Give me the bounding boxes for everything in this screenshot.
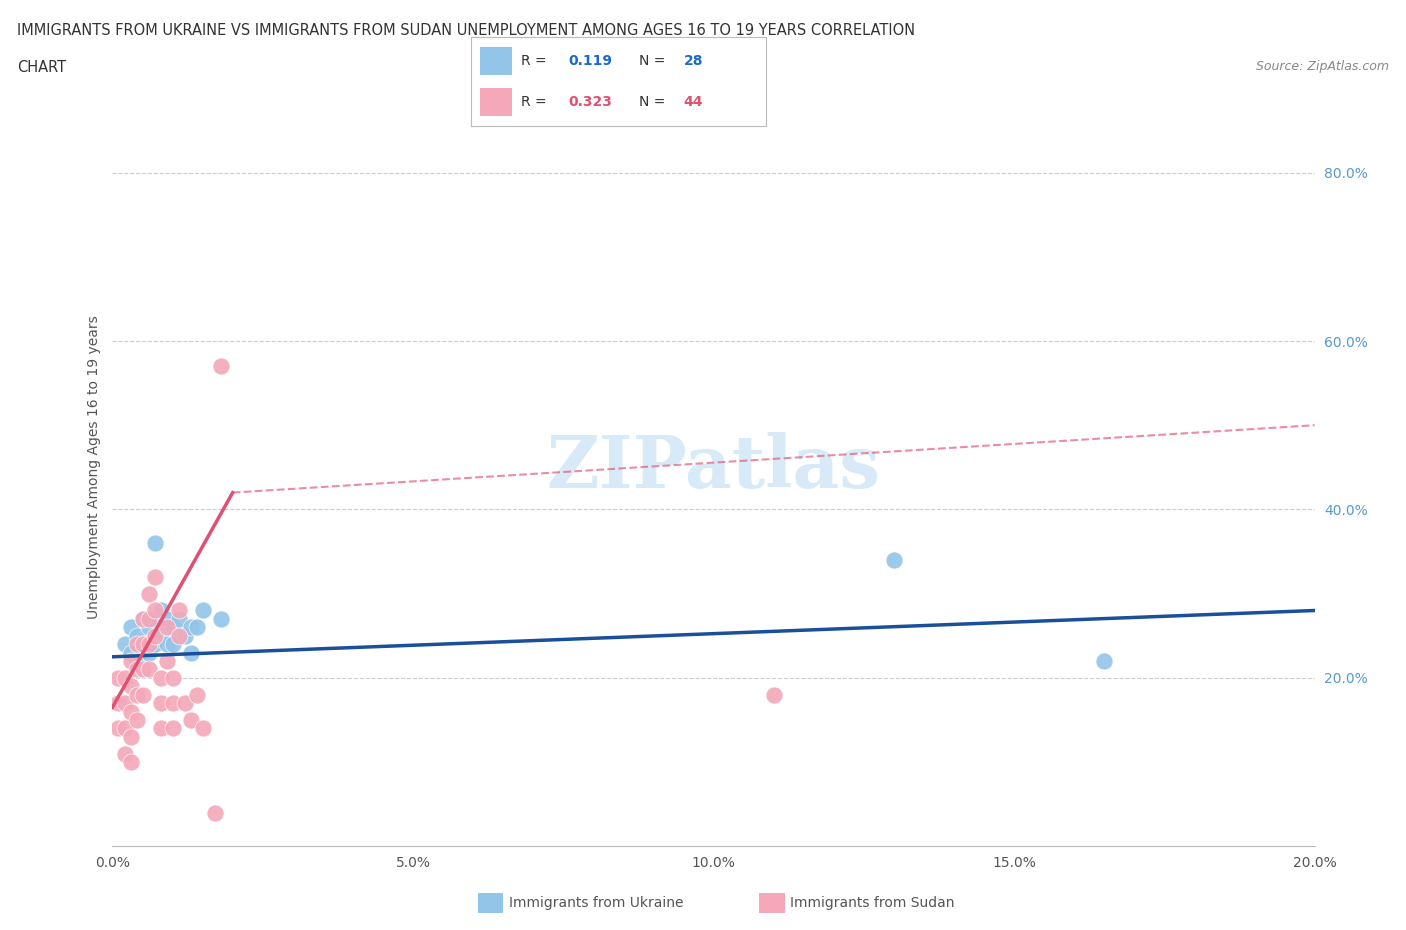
Text: 0.323: 0.323 — [568, 95, 613, 109]
Point — [162, 721, 184, 736]
Point — [186, 687, 208, 702]
Point — [120, 729, 142, 744]
Point — [131, 612, 153, 627]
Point — [114, 721, 136, 736]
Point — [125, 662, 148, 677]
Point — [180, 645, 202, 660]
Text: 28: 28 — [683, 54, 703, 68]
Point — [209, 359, 232, 374]
Point — [167, 612, 190, 627]
Point — [114, 671, 136, 685]
Text: Source: ZipAtlas.com: Source: ZipAtlas.com — [1256, 60, 1389, 73]
Point — [138, 586, 160, 601]
Point — [155, 654, 177, 669]
Point — [125, 687, 148, 702]
Bar — [479, 87, 512, 116]
Point — [162, 620, 184, 635]
Point — [204, 805, 226, 820]
Point — [120, 645, 142, 660]
Point — [131, 637, 153, 652]
Point — [143, 612, 166, 627]
Point — [131, 637, 153, 652]
Point — [162, 637, 184, 652]
Text: Immigrants from Ukraine: Immigrants from Ukraine — [509, 896, 683, 910]
Point — [155, 637, 177, 652]
Point — [120, 679, 142, 694]
Point — [186, 620, 208, 635]
Text: N =: N = — [640, 54, 671, 68]
Point — [155, 620, 177, 635]
Point — [131, 612, 153, 627]
Point — [173, 629, 195, 644]
Point — [114, 696, 136, 711]
Point — [1092, 654, 1115, 669]
Point — [155, 612, 177, 627]
Point — [162, 696, 184, 711]
Point — [167, 603, 190, 618]
Point — [149, 721, 172, 736]
Point — [131, 662, 153, 677]
Bar — [479, 46, 512, 75]
Text: 44: 44 — [683, 95, 703, 109]
Point — [107, 721, 129, 736]
Text: ZIPatlas: ZIPatlas — [547, 432, 880, 503]
Point — [107, 671, 129, 685]
Point — [143, 637, 166, 652]
Point — [114, 746, 136, 761]
Point — [143, 536, 166, 551]
Point — [173, 696, 195, 711]
Point — [125, 654, 148, 669]
Point — [131, 687, 153, 702]
Text: IMMIGRANTS FROM UKRAINE VS IMMIGRANTS FROM SUDAN UNEMPLOYMENT AMONG AGES 16 TO 1: IMMIGRANTS FROM UKRAINE VS IMMIGRANTS FR… — [17, 23, 915, 38]
Point — [120, 754, 142, 769]
Point — [209, 612, 232, 627]
Point — [180, 620, 202, 635]
Point — [125, 637, 148, 652]
Point — [120, 704, 142, 719]
Point — [138, 662, 160, 677]
Point — [143, 629, 166, 644]
Point — [149, 671, 172, 685]
Point — [138, 612, 160, 627]
Point — [762, 687, 785, 702]
Point — [180, 712, 202, 727]
Text: R =: R = — [522, 95, 551, 109]
Text: 0.119: 0.119 — [568, 54, 613, 68]
Point — [120, 620, 142, 635]
Point — [167, 629, 190, 644]
Point — [162, 671, 184, 685]
Point — [125, 629, 148, 644]
Point — [138, 645, 160, 660]
Point — [149, 603, 172, 618]
Point — [114, 637, 136, 652]
Point — [149, 629, 172, 644]
Text: R =: R = — [522, 54, 551, 68]
Point — [131, 662, 153, 677]
Point — [138, 620, 160, 635]
Point — [149, 696, 172, 711]
Text: CHART: CHART — [17, 60, 66, 75]
Point — [107, 696, 129, 711]
Text: N =: N = — [640, 95, 671, 109]
Point — [191, 721, 214, 736]
Point — [143, 569, 166, 584]
Point — [883, 552, 905, 567]
Point — [191, 603, 214, 618]
Text: Immigrants from Sudan: Immigrants from Sudan — [790, 896, 955, 910]
Point — [125, 712, 148, 727]
Y-axis label: Unemployment Among Ages 16 to 19 years: Unemployment Among Ages 16 to 19 years — [87, 315, 101, 619]
Point — [143, 603, 166, 618]
Point — [138, 637, 160, 652]
Point — [120, 654, 142, 669]
